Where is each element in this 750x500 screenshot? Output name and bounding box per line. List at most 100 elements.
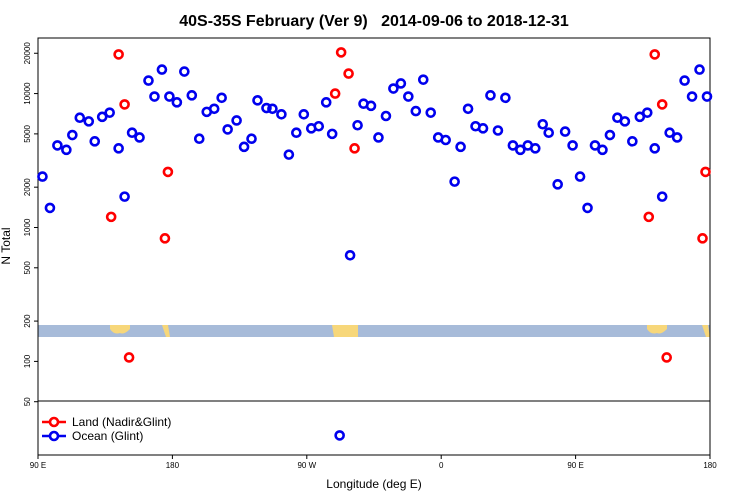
x-axis-label: Longitude (deg E)	[326, 477, 421, 491]
data-point	[126, 127, 138, 139]
map-strip	[38, 325, 710, 337]
data-point	[37, 171, 48, 182]
data-point	[410, 105, 422, 117]
legend-marker	[48, 416, 60, 428]
data-point	[661, 352, 672, 363]
data-point	[543, 127, 555, 139]
data-point	[298, 109, 310, 120]
data-point	[634, 111, 646, 123]
y-tick-label: 100	[23, 354, 32, 368]
data-point	[89, 136, 101, 147]
data-point	[507, 140, 519, 151]
data-point	[403, 91, 414, 102]
x-tick-label: 180	[703, 461, 717, 470]
data-point	[477, 123, 489, 134]
x-tick-label: 180	[166, 461, 180, 470]
data-point	[216, 92, 227, 104]
data-point	[649, 49, 661, 60]
x-tick-label: 90 E	[567, 461, 583, 470]
data-point	[291, 127, 302, 139]
data-point	[238, 141, 250, 153]
data-point	[552, 179, 563, 190]
data-point	[395, 78, 407, 89]
data-point	[67, 129, 78, 141]
data-point	[352, 119, 363, 131]
data-point	[164, 91, 175, 102]
data-point	[134, 132, 145, 143]
data-point	[679, 75, 690, 86]
data-point	[425, 107, 437, 118]
data-point	[697, 233, 708, 244]
data-point	[449, 176, 460, 187]
data-point	[159, 233, 171, 244]
data-point	[329, 88, 341, 99]
data-point	[515, 144, 526, 156]
data-point	[604, 129, 616, 141]
data-point	[589, 140, 601, 151]
data-point	[104, 107, 115, 118]
data-point	[334, 430, 345, 441]
data-point	[105, 211, 117, 223]
data-point	[156, 64, 168, 75]
data-point	[113, 143, 124, 154]
data-point	[462, 103, 474, 115]
data-point	[686, 91, 698, 102]
data-point	[162, 166, 174, 178]
data-point	[208, 103, 220, 115]
data-point	[186, 90, 198, 101]
data-point	[349, 143, 360, 154]
data-point	[380, 110, 392, 122]
data-point	[252, 95, 263, 106]
y-axis-label: N Total	[0, 227, 13, 264]
data-point	[313, 120, 325, 132]
data-point	[388, 83, 399, 94]
data-point	[567, 140, 578, 151]
data-point	[261, 102, 272, 114]
data-point	[500, 92, 511, 104]
data-point	[485, 90, 496, 101]
chart-title: 40S-35S February (Ver 9) 2014-09-06 to 2…	[179, 13, 569, 30]
y-tick-label: 500	[23, 261, 32, 275]
x-tick-label: 0	[439, 461, 444, 470]
data-point	[664, 127, 675, 139]
data-point	[373, 132, 384, 143]
data-point	[119, 191, 130, 202]
data-point	[267, 103, 278, 115]
data-point	[701, 91, 713, 102]
legend-label: Ocean (Glint)	[72, 429, 143, 443]
data-point	[597, 144, 608, 156]
data-point	[320, 97, 332, 108]
data-point	[417, 74, 429, 85]
data-point	[582, 202, 593, 214]
data-point	[671, 132, 683, 143]
data-point	[193, 133, 205, 145]
data-point	[119, 99, 130, 110]
data-point	[440, 134, 451, 146]
data-point	[343, 68, 354, 79]
data-point	[694, 64, 705, 75]
legend-marker	[48, 430, 60, 442]
data-point	[179, 66, 190, 77]
data-point	[574, 171, 586, 182]
data-point	[537, 118, 549, 130]
data-point	[52, 140, 63, 151]
data-point	[113, 49, 124, 60]
data-point	[619, 116, 631, 127]
y-tick-label: 200	[23, 314, 32, 328]
data-point	[149, 91, 160, 102]
data-point	[365, 100, 377, 112]
data-point	[83, 116, 95, 127]
data-point	[283, 149, 295, 160]
data-point	[231, 115, 242, 126]
y-tick-label: 1000	[23, 218, 32, 236]
y-tick-label: 10000	[23, 82, 32, 105]
data-point	[643, 211, 655, 223]
data-point	[123, 352, 135, 363]
data-point	[74, 112, 86, 124]
data-point	[700, 166, 711, 178]
data-point	[656, 99, 668, 110]
y-tick-label: 20000	[23, 42, 32, 65]
data-point	[492, 125, 504, 136]
data-point	[326, 128, 338, 140]
y-tick-label: 50	[23, 397, 32, 406]
